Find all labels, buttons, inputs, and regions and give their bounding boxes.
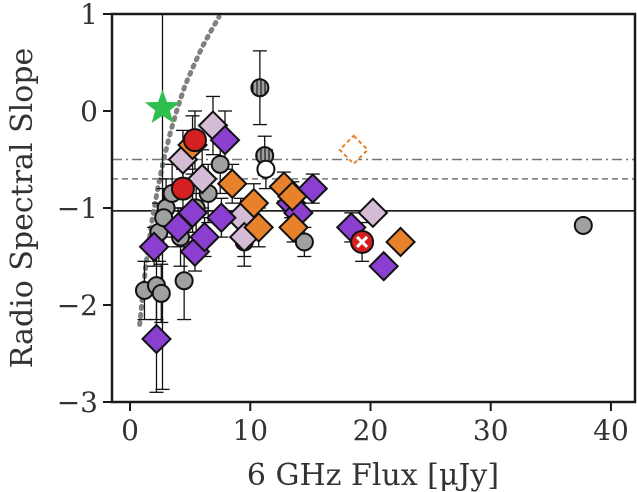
data-point-diamond: [205, 202, 237, 234]
data-point-circle: [154, 208, 174, 228]
data-point-circle: [256, 159, 276, 179]
y-tick-label: 1: [80, 0, 98, 31]
x-tick-label: 20: [353, 414, 389, 447]
data-point-diamond: [138, 231, 170, 263]
data-point-circle: [250, 78, 270, 98]
data-point-diamond: [368, 250, 400, 282]
x-axis-ticks: 0 10 20 30 40: [121, 402, 629, 447]
x-tick-label: 0: [121, 414, 139, 447]
data-point-diamond: [177, 197, 208, 229]
data-point-diamond: [141, 323, 172, 355]
y-tick-label: 0: [80, 95, 98, 128]
data-point-x-mark: [356, 235, 369, 249]
data-point-diamond: [243, 211, 275, 243]
data-point-diamond: [189, 221, 220, 253]
data-point-circle: [174, 271, 194, 291]
x-tick-label: 10: [232, 414, 268, 447]
data-markers: [134, 78, 593, 355]
data-point-circle: [151, 283, 171, 303]
data-point-diamond: [186, 163, 218, 195]
data-point-diamond: [357, 197, 389, 229]
y-tick-label: −2: [57, 289, 98, 322]
data-point-circle: [182, 128, 207, 153]
data-point-diamond: [385, 226, 416, 258]
y-tick-label: −3: [57, 386, 98, 419]
data-point-diamond: [278, 211, 309, 243]
data-point-circle: [573, 215, 593, 235]
data-point-diamond: [276, 180, 308, 212]
x-axis-label: 6 GHz Flux [μJy]: [247, 458, 499, 492]
y-axis-label: Radio Spectral Slope: [5, 48, 40, 368]
y-tick-label: −1: [57, 192, 98, 225]
data-point-circle: [210, 154, 230, 174]
y-axis-ticks: −3 −2 −1 0 1: [57, 0, 112, 419]
x-tick-label: 30: [473, 414, 509, 447]
data-point-circle: [170, 176, 195, 201]
data-point-diamond: [338, 134, 370, 166]
x-tick-label: 40: [593, 414, 629, 447]
data-point-diamond: [209, 124, 241, 156]
data-point-star: [144, 89, 181, 123]
data-point-circle: [294, 232, 314, 252]
data-point-diamond: [216, 168, 248, 200]
